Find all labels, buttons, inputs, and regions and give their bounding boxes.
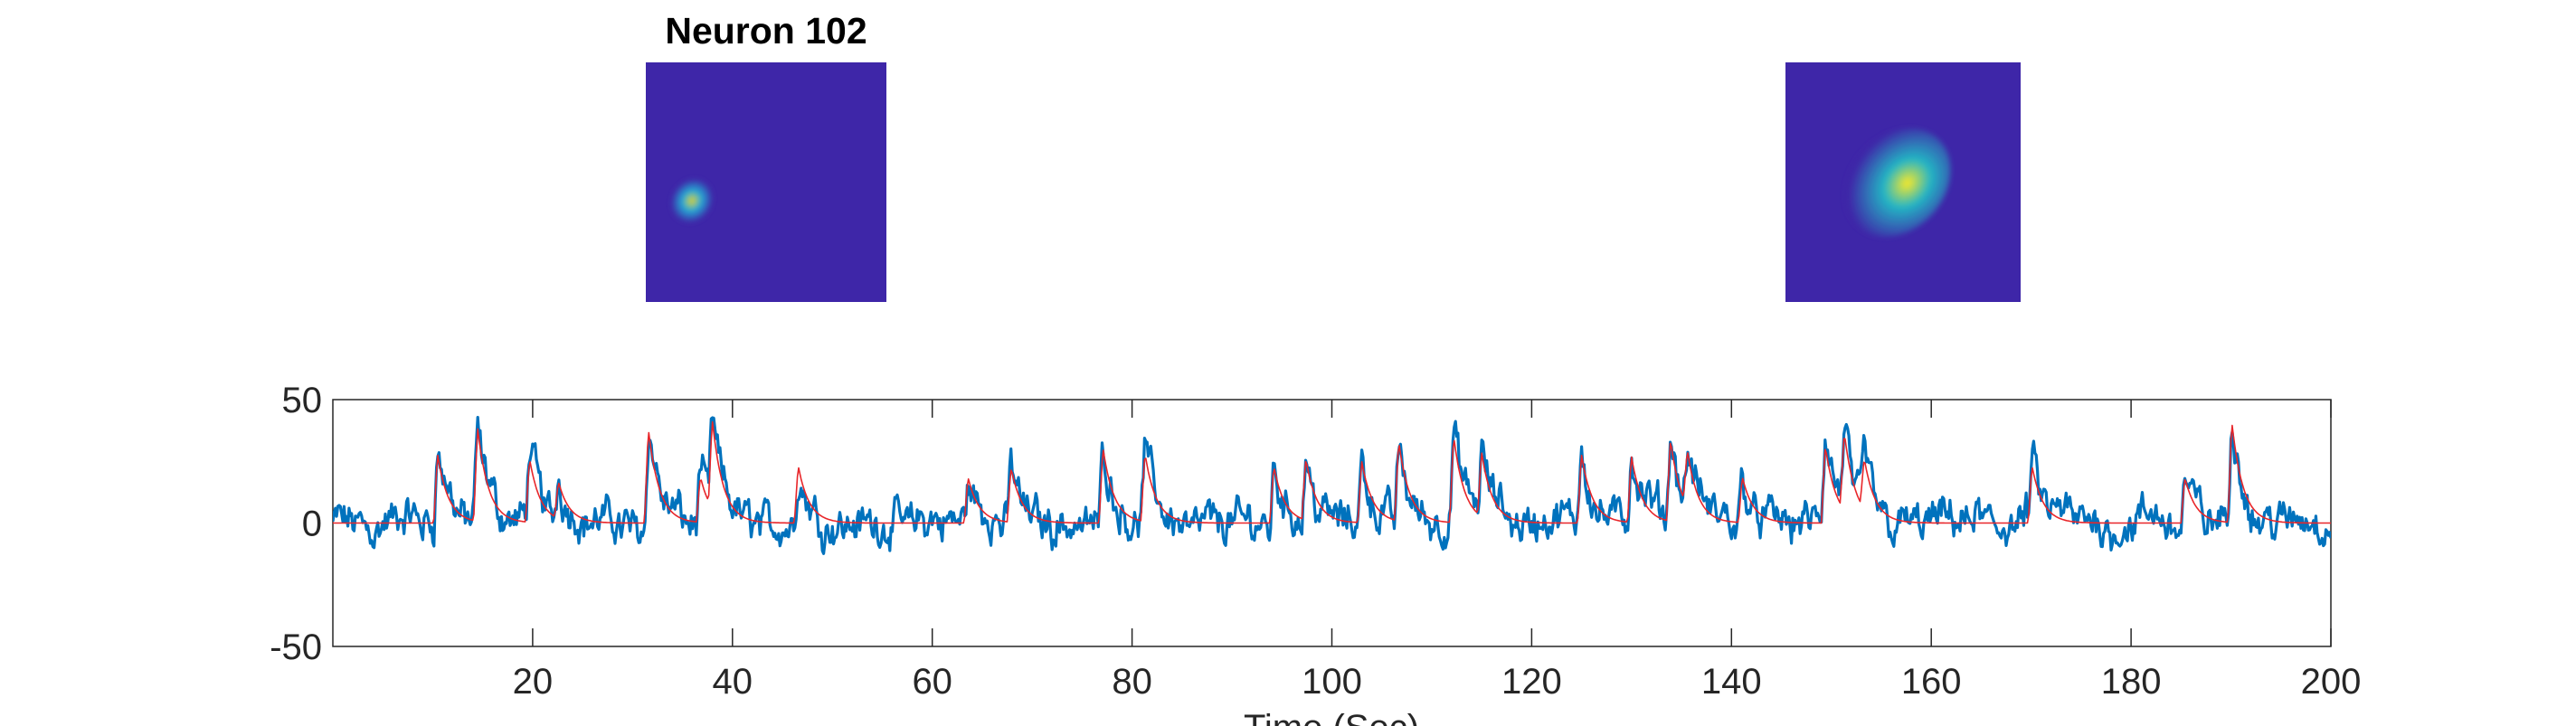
x-tick-label: 60 xyxy=(912,662,952,702)
x-tick-label: 200 xyxy=(2301,662,2362,702)
y-ticks: -50 0 50 xyxy=(270,381,322,667)
y-tick-label: 0 xyxy=(302,504,322,544)
y-tick-label: 50 xyxy=(282,381,323,420)
x-axis-label: Time (Sec) xyxy=(1244,708,1419,726)
x-tick-label: 40 xyxy=(713,662,753,702)
x-tick-label: 20 xyxy=(513,662,554,702)
x-ticks: 20 40 60 80 100 120 140 160 180 200 xyxy=(513,400,2362,702)
x-tick-label: 80 xyxy=(1112,662,1152,702)
right-footprint-blob xyxy=(1844,127,1951,238)
x-tick-label: 180 xyxy=(2101,662,2162,702)
left-panel-title: Neuron 102 xyxy=(665,10,867,52)
x-tick-label: 140 xyxy=(1701,662,1762,702)
x-tick-label: 160 xyxy=(1901,662,1962,702)
left-footprint-blob xyxy=(670,178,714,223)
x-tick-label: 120 xyxy=(1501,662,1562,702)
denoised-trace-line xyxy=(333,420,2331,524)
y-tick-label: -50 xyxy=(270,627,322,667)
trace-axes: 20 40 60 80 100 120 140 160 180 200 -50 0 50 Time (… xyxy=(270,381,2361,726)
raw-trace-line xyxy=(333,416,2331,555)
left-spatial-footprint xyxy=(646,62,886,302)
x-tick-label: 100 xyxy=(1302,662,1362,702)
